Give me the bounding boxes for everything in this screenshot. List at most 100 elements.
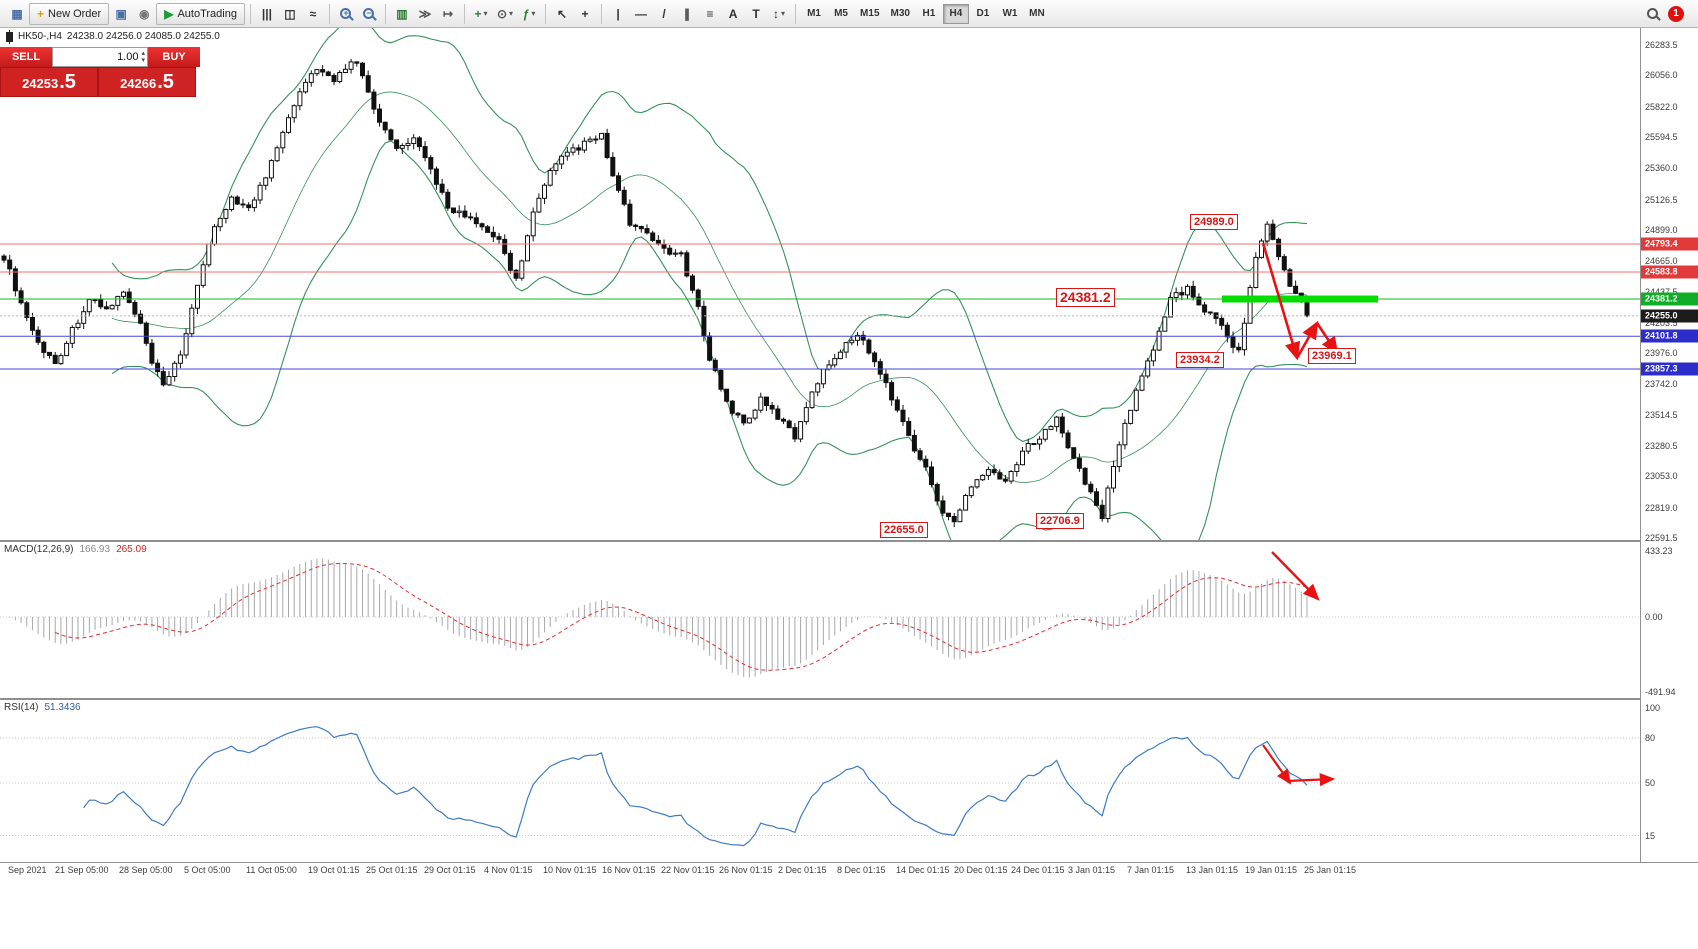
sell-price[interactable]: 24253.5 bbox=[0, 67, 98, 97]
time-tick: 19 Jan 01:15 bbox=[1245, 865, 1298, 875]
time-tick: 11 Oct 05:00 bbox=[246, 865, 297, 875]
timeframe-h4[interactable]: H4 bbox=[942, 3, 969, 24]
line-chart-icon[interactable]: ≈ bbox=[309, 6, 317, 21]
rsi-svg bbox=[0, 726, 1640, 847]
vertical-line-icon[interactable]: | bbox=[616, 6, 620, 21]
panel-separator[interactable] bbox=[0, 698, 1698, 700]
timeframe-m15[interactable]: M15 bbox=[860, 8, 880, 19]
toolbar-separator bbox=[795, 3, 797, 24]
expert-advisor-icon[interactable]: ▣ bbox=[115, 6, 127, 21]
price-annotation-label[interactable]: 23934.2 bbox=[1176, 352, 1224, 368]
chart-shift-icon[interactable]: ↦ bbox=[442, 6, 453, 21]
timeframe-w1[interactable]: W1 bbox=[1002, 8, 1018, 19]
macd-panel: MACD(12,26,9) 166.93 265.09 bbox=[0, 542, 1640, 698]
bar-chart-icon[interactable]: ||| bbox=[261, 6, 272, 21]
spin-up-icon[interactable]: ▴ bbox=[141, 50, 145, 57]
equidistant-channel-icon[interactable]: ∥ bbox=[684, 6, 691, 21]
text-label-icon[interactable]: T bbox=[752, 6, 760, 21]
timeframe-d1[interactable]: D1 bbox=[976, 8, 990, 19]
time-axis[interactable]: Sep 2021 21 Sep 05:00 28 Sep 05:00 5 Oct 05… bbox=[0, 862, 1698, 878]
timeframe-m5[interactable]: M5 bbox=[834, 8, 848, 19]
time-tick: 5 Oct 05:00 bbox=[184, 865, 231, 875]
script-icon[interactable]: ◉ bbox=[138, 6, 150, 21]
price-tick: 23742.0 bbox=[1645, 379, 1678, 390]
search-icon[interactable] bbox=[1647, 8, 1658, 19]
candlestick-chart[interactable] bbox=[0, 28, 1640, 540]
price-annotation-label[interactable]: 24989.0 bbox=[1190, 214, 1238, 230]
candlestick-chart-icon[interactable]: ◫ bbox=[284, 6, 296, 21]
time-tick: 13 Jan 01:15 bbox=[1186, 865, 1239, 875]
time-tick: 24 Dec 01:15 bbox=[1011, 865, 1065, 875]
price-tick: 25822.0 bbox=[1645, 101, 1678, 112]
macd-axis-label: -491.94 bbox=[1645, 686, 1676, 697]
price-level-label: 24583.8 bbox=[1641, 265, 1698, 279]
macd-main-value: 166.93 bbox=[79, 544, 111, 555]
zoom-out-icon[interactable]: − bbox=[358, 3, 380, 25]
sell-price-fraction: .5 bbox=[59, 71, 76, 93]
price-tick: 25126.5 bbox=[1645, 194, 1678, 205]
time-tick: 20 Dec 01:15 bbox=[954, 865, 1008, 875]
time-tick: 2 Dec 01:15 bbox=[778, 865, 827, 875]
price-annotation-label[interactable]: 22655.0 bbox=[880, 522, 928, 538]
indicators-dropdown[interactable]: ƒ ▾ bbox=[522, 6, 536, 21]
buy-price-fraction: .5 bbox=[157, 71, 174, 93]
volume-input[interactable]: 1.00 ▴ ▾ bbox=[52, 47, 148, 67]
forecast-arrow bbox=[1295, 320, 1319, 359]
cursor-icon[interactable]: ↖ bbox=[557, 6, 568, 21]
tile-windows-icon[interactable]: ▥ bbox=[396, 6, 408, 21]
time-tick: Sep 2021 bbox=[8, 865, 47, 875]
time-tick: 3 Jan 01:15 bbox=[1068, 865, 1116, 875]
rsi-chart[interactable] bbox=[0, 700, 1640, 862]
toolbar-separator bbox=[384, 3, 386, 24]
ohlc-values: 24238.0 24256.0 24085.0 24255.0 bbox=[66, 31, 220, 42]
zoom-in-icon[interactable]: + bbox=[335, 3, 357, 25]
buy-price[interactable]: 24266.5 bbox=[98, 67, 196, 97]
timeframe-m1[interactable]: M1 bbox=[807, 8, 821, 19]
new-order-button[interactable]: + New Order bbox=[29, 2, 110, 25]
charts-grid-icon[interactable]: ▦ bbox=[11, 6, 23, 21]
spin-down-icon[interactable]: ▾ bbox=[141, 57, 145, 64]
sell-price-main: 24253 bbox=[22, 76, 59, 91]
buy-button[interactable]: BUY bbox=[148, 47, 200, 67]
toolbar-separator bbox=[463, 3, 465, 24]
toolbar-separator bbox=[601, 3, 603, 24]
price-level-label: 24381.2 bbox=[1641, 292, 1698, 306]
volume-value: 1.00 bbox=[117, 51, 139, 63]
price-annotation-label[interactable]: 24381.2 bbox=[1056, 288, 1115, 307]
volume-spinner[interactable]: ▴ ▾ bbox=[141, 50, 145, 64]
rsi-axis-label: 80 bbox=[1645, 733, 1656, 743]
macd-axis-label: 0.00 bbox=[1645, 612, 1663, 622]
autotrading-button[interactable]: ▶ AutoTrading bbox=[156, 2, 245, 25]
profiles-dropdown[interactable]: ⊙ ▾ bbox=[496, 6, 514, 21]
horizontal-line-icon[interactable]: — bbox=[635, 6, 648, 21]
timeframe-h1[interactable]: H1 bbox=[922, 8, 936, 19]
crosshair-icon[interactable]: + bbox=[581, 6, 589, 21]
toolbar-separator bbox=[328, 3, 330, 24]
timeframe-m30[interactable]: M30 bbox=[890, 8, 910, 19]
auto-scroll-icon[interactable]: ≫ bbox=[418, 6, 432, 21]
panel-separator[interactable] bbox=[0, 540, 1698, 542]
text-icon[interactable]: A bbox=[728, 6, 738, 21]
rsi-forecast-arrow bbox=[1286, 772, 1336, 787]
price-annotation-label[interactable]: 23969.1 bbox=[1308, 348, 1356, 364]
time-tick: 14 Dec 01:15 bbox=[896, 865, 950, 875]
shapes-dropdown[interactable]: ↕ ▾ bbox=[773, 6, 786, 21]
trendline-icon[interactable]: / bbox=[662, 6, 666, 21]
toolbar-right: 1 bbox=[1647, 5, 1692, 22]
macd-axis-label: 433.23 bbox=[1645, 546, 1673, 557]
price-level-label: 24101.8 bbox=[1641, 329, 1698, 343]
new-chart-dropdown[interactable]: + ▾ bbox=[474, 6, 488, 21]
timeframe-mn[interactable]: MN bbox=[1029, 8, 1045, 19]
toolbar-items: ▦ + New Order ▣ ◉ ▶ AutoTrading ||| ◫ ≈ + − ▥ ≫ ↦ + ▾ ⊙ ▾ ƒ… bbox=[6, 2, 1050, 25]
price-axis[interactable]: 26283.5 26056.0 25822.0 25594.5 25360.0 25126… bbox=[1640, 28, 1698, 862]
sell-button[interactable]: SELL bbox=[0, 47, 52, 67]
main-toolbar: ▦ + New Order ▣ ◉ ▶ AutoTrading ||| ◫ ≈ + − ▥ ≫ ↦ + ▾ ⊙ ▾ ƒ… bbox=[0, 0, 1698, 28]
rsi-line bbox=[83, 726, 1308, 847]
macd-signal-line bbox=[55, 562, 1308, 671]
price-tick: 23514.5 bbox=[1645, 409, 1678, 420]
price-annotation-label[interactable]: 22706.9 bbox=[1036, 513, 1084, 529]
chart-window: HK50-,H4 24238.0 24256.0 24085.0 24255.0… bbox=[0, 28, 1698, 878]
fibonacci-icon[interactable]: ≡ bbox=[706, 6, 714, 21]
macd-chart[interactable] bbox=[0, 542, 1640, 698]
notification-badge[interactable]: 1 bbox=[1668, 5, 1684, 22]
